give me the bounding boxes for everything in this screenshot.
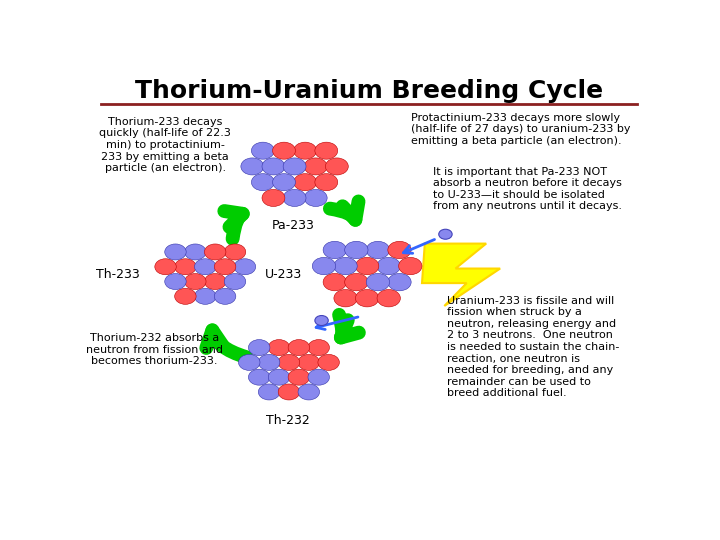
Circle shape — [204, 274, 226, 289]
Circle shape — [155, 259, 176, 275]
Circle shape — [165, 274, 186, 289]
Circle shape — [215, 259, 236, 275]
Circle shape — [366, 273, 390, 291]
Circle shape — [273, 142, 295, 159]
Circle shape — [251, 174, 274, 191]
Text: It is important that Pa-233 NOT
absorb a neutron before it decays
to U-233—it sh: It is important that Pa-233 NOT absorb a… — [433, 167, 622, 212]
Circle shape — [288, 369, 310, 385]
Circle shape — [269, 369, 289, 385]
Circle shape — [241, 158, 264, 175]
Circle shape — [204, 244, 226, 260]
Circle shape — [194, 259, 216, 275]
Text: Uranium-233 is fissile and will
fission when struck by a
neutron, releasing ener: Uranium-233 is fissile and will fission … — [447, 295, 619, 399]
Circle shape — [251, 142, 274, 159]
Circle shape — [238, 354, 260, 370]
Circle shape — [315, 315, 328, 326]
Circle shape — [438, 230, 452, 239]
Circle shape — [184, 274, 206, 289]
Text: Thorium-233 decays
quickly (half-life of 22.3
min) to protactinium-
233 by emitt: Thorium-233 decays quickly (half-life of… — [99, 117, 231, 173]
Circle shape — [325, 158, 348, 175]
Circle shape — [345, 241, 368, 259]
Text: Th-233: Th-233 — [96, 268, 140, 281]
Circle shape — [312, 258, 336, 275]
Circle shape — [315, 142, 338, 159]
Circle shape — [269, 340, 289, 355]
Circle shape — [273, 174, 295, 191]
Text: U-233: U-233 — [265, 268, 302, 281]
Circle shape — [377, 258, 400, 275]
Circle shape — [175, 288, 196, 305]
Circle shape — [334, 289, 357, 307]
Circle shape — [377, 289, 400, 307]
Circle shape — [345, 273, 368, 291]
Circle shape — [225, 244, 246, 260]
Circle shape — [258, 384, 280, 400]
Circle shape — [356, 258, 379, 275]
Circle shape — [294, 142, 317, 159]
Circle shape — [298, 384, 320, 400]
Circle shape — [225, 274, 246, 289]
Circle shape — [298, 354, 320, 370]
Text: Thorium-232 absorbs a
neutron from fission and
becomes thorium-233.: Thorium-232 absorbs a neutron from fissi… — [86, 333, 222, 366]
Text: Thorium-Uranium Breeding Cycle: Thorium-Uranium Breeding Cycle — [135, 79, 603, 103]
Circle shape — [278, 354, 300, 370]
Circle shape — [283, 190, 306, 206]
Circle shape — [278, 384, 300, 400]
Circle shape — [318, 354, 339, 370]
Circle shape — [294, 174, 317, 191]
Circle shape — [262, 190, 285, 206]
Circle shape — [215, 288, 236, 305]
Circle shape — [165, 244, 186, 260]
Circle shape — [388, 273, 411, 291]
Text: Protactinium-233 decays more slowly
(half-life of 27 days) to uranium-233 by
emi: Protactinium-233 decays more slowly (hal… — [411, 113, 630, 146]
Circle shape — [334, 258, 357, 275]
Circle shape — [366, 241, 390, 259]
Circle shape — [248, 340, 270, 355]
Circle shape — [308, 340, 330, 355]
Circle shape — [308, 369, 330, 385]
Circle shape — [283, 158, 306, 175]
Circle shape — [288, 340, 310, 355]
Circle shape — [184, 244, 206, 260]
Circle shape — [175, 259, 196, 275]
Circle shape — [399, 258, 422, 275]
Circle shape — [388, 241, 411, 259]
Circle shape — [262, 158, 285, 175]
Text: Th-232: Th-232 — [266, 414, 310, 427]
Circle shape — [258, 354, 280, 370]
Circle shape — [194, 288, 216, 305]
Circle shape — [305, 190, 327, 206]
Circle shape — [315, 174, 338, 191]
Circle shape — [323, 273, 346, 291]
Circle shape — [356, 289, 379, 307]
Circle shape — [323, 241, 346, 259]
Polygon shape — [422, 244, 500, 306]
Circle shape — [305, 158, 327, 175]
Text: Pa-233: Pa-233 — [272, 219, 315, 232]
Circle shape — [234, 259, 256, 275]
Circle shape — [248, 369, 270, 385]
